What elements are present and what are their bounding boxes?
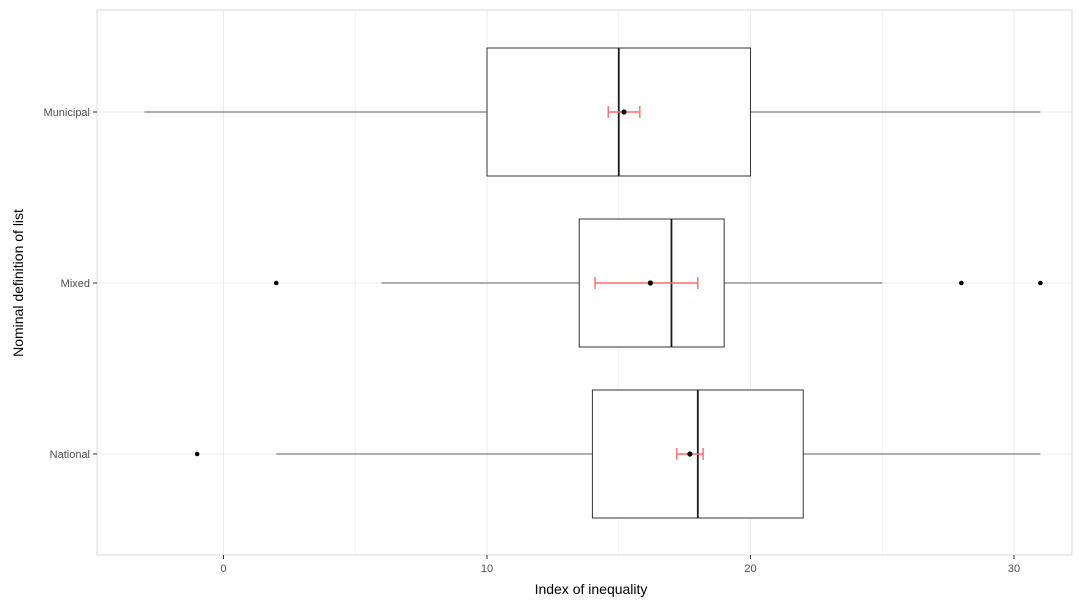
outlier-point [273, 280, 279, 286]
outlier-point [194, 451, 200, 457]
mean-point [647, 280, 653, 286]
x-tick-label: 30 [1008, 563, 1020, 575]
x-tick-label: 0 [220, 563, 226, 575]
mean-point [621, 109, 627, 115]
y-tick-label: Municipal [44, 107, 90, 119]
x-axis: 0 10 20 30 [220, 555, 1020, 575]
box-group-national [194, 389, 1041, 519]
y-tick-label: Mixed [61, 278, 90, 290]
mean-point [687, 451, 693, 457]
x-tick-label: 20 [744, 563, 756, 575]
box-layer [144, 47, 1043, 519]
outlier-point [1038, 280, 1043, 286]
x-axis-title: Index of inequality [535, 581, 648, 597]
y-axis: Municipal Mixed National [44, 107, 97, 461]
y-tick-label: National [50, 449, 90, 461]
box-group-municipal [144, 47, 1041, 177]
outlier-point [959, 280, 964, 286]
y-axis-title: Nominal definition of list [10, 209, 26, 357]
x-tick-label: 10 [481, 563, 493, 575]
box-group-mixed [273, 218, 1043, 348]
